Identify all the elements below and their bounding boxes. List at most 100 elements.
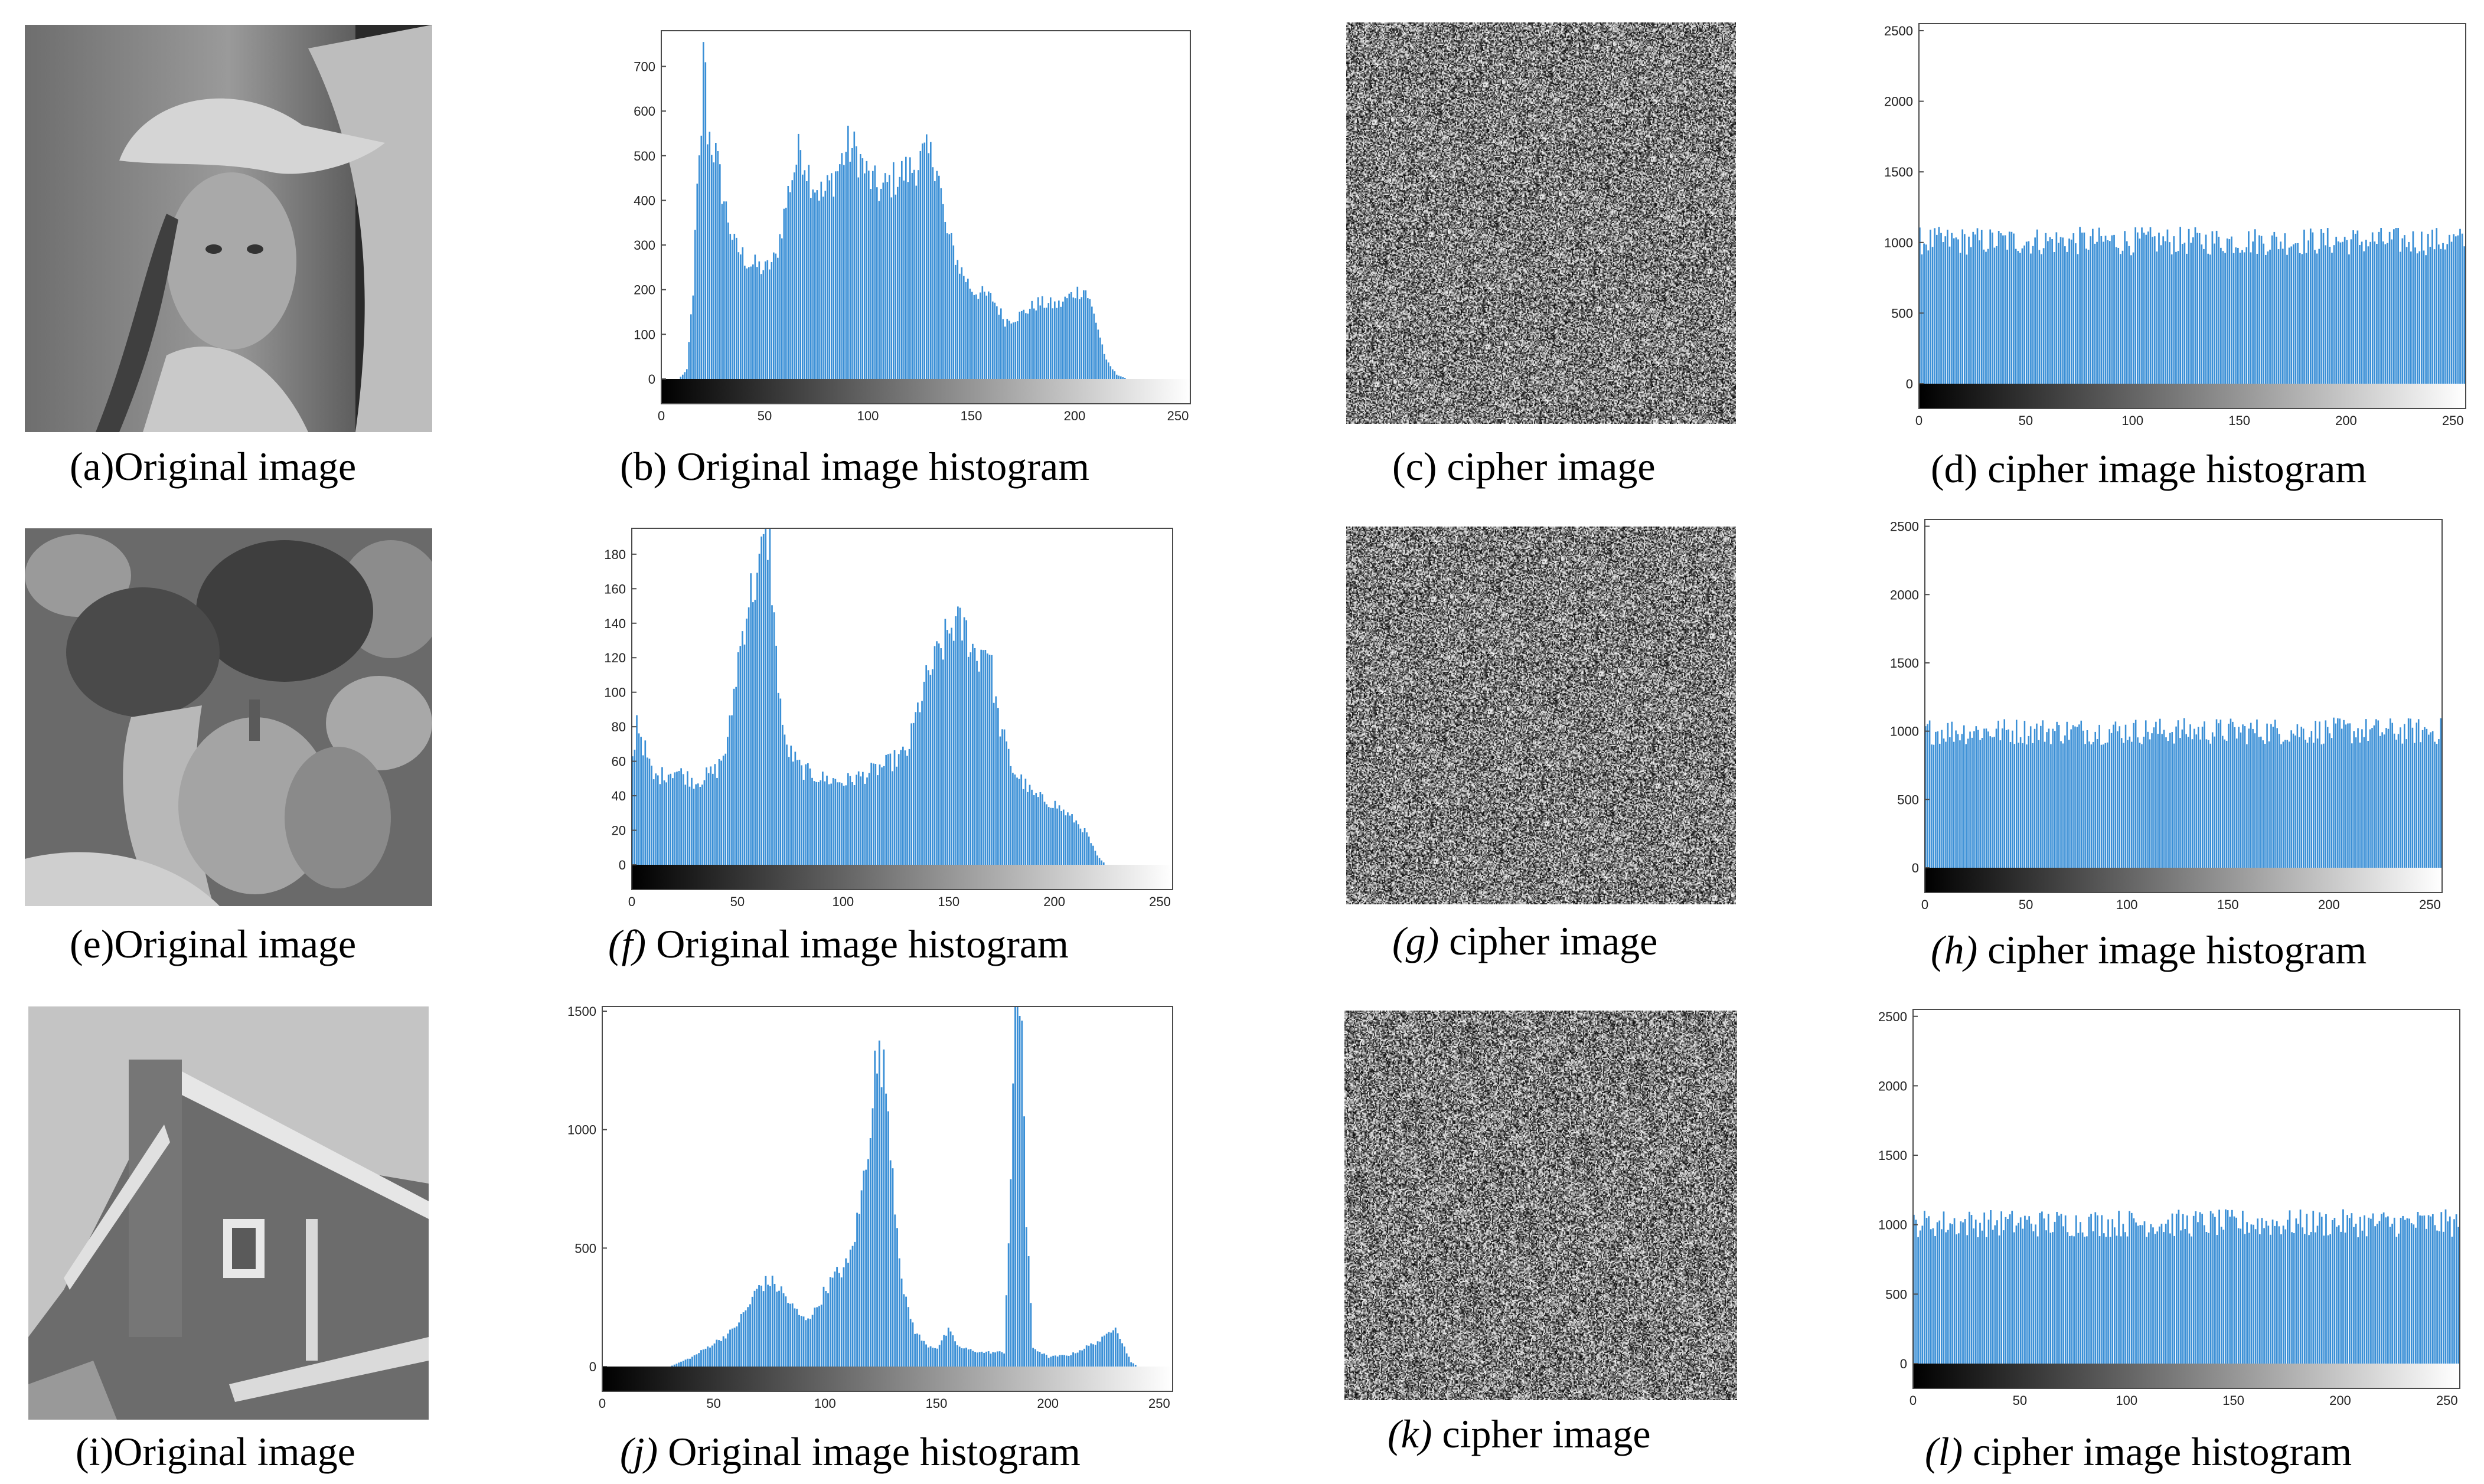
histogram-bar — [2281, 249, 2284, 384]
histogram-bar — [1112, 1330, 1114, 1367]
histogram-bar — [2157, 734, 2159, 868]
histogram-bar — [758, 1285, 760, 1367]
histogram-bar — [856, 1212, 859, 1367]
histogram-bar — [2385, 728, 2387, 868]
histogram-bar — [2413, 1224, 2415, 1364]
histogram-bar — [973, 295, 975, 379]
histogram-bar — [1105, 1333, 1108, 1367]
histogram-bar — [1022, 789, 1024, 865]
histogram-bar — [2054, 731, 2056, 868]
histogram-bar — [769, 528, 771, 865]
histogram-bar — [946, 233, 948, 379]
histogram-bar — [845, 152, 847, 379]
histogram-bar — [2081, 233, 2083, 384]
histogram-bar — [897, 187, 899, 379]
histogram-bar — [2107, 1219, 2109, 1364]
y-tick-label: 300 — [634, 238, 655, 253]
x-tick-label: 200 — [1043, 894, 1065, 909]
histogram-bar — [811, 777, 813, 865]
histogram-bar — [2302, 728, 2305, 868]
histogram-bar — [688, 342, 690, 379]
histogram-bar — [1035, 310, 1037, 379]
histogram-bar — [2440, 249, 2442, 384]
histogram-bar — [1083, 290, 1085, 379]
histogram-bar — [2100, 236, 2103, 384]
histogram-bar — [2219, 720, 2222, 868]
histogram-bar — [1122, 377, 1124, 379]
histogram-bar — [2381, 1214, 2382, 1364]
histogram-bar — [2278, 734, 2280, 868]
x-tick-label: 150 — [938, 894, 959, 909]
histogram-bar — [2415, 1227, 2417, 1364]
histogram-bar — [2222, 1230, 2225, 1364]
histogram-bar — [1985, 728, 1987, 868]
histogram-bar — [1096, 1341, 1099, 1367]
histogram-bar — [1947, 723, 1949, 868]
histogram-bar — [2056, 1211, 2058, 1364]
histogram-bar — [2034, 237, 2036, 384]
histogram-bar — [2299, 1210, 2302, 1364]
histogram-bar — [889, 1160, 892, 1367]
histogram-bar — [721, 204, 723, 379]
histogram-bar — [2124, 1232, 2126, 1364]
histogram-bar — [2024, 1215, 2026, 1364]
caption-l-text: cipher image histogram — [1973, 1429, 2352, 1474]
histogram-bar — [2270, 724, 2272, 868]
histogram-bar — [981, 1351, 983, 1367]
histogram-bar — [2058, 1215, 2060, 1364]
histogram-bar — [883, 766, 885, 865]
histogram-bar — [917, 702, 919, 865]
histogram-bar — [2115, 247, 2117, 384]
histogram-bar — [837, 171, 839, 379]
histogram-bar — [932, 167, 934, 379]
histogram-bar — [2029, 726, 2032, 868]
histogram-bar — [1027, 792, 1029, 865]
histogram-bar — [737, 652, 739, 865]
y-tick-label: 500 — [575, 1241, 596, 1256]
histogram-bar — [1104, 354, 1105, 379]
histogram-bar — [2218, 237, 2220, 384]
histogram-bar — [2388, 231, 2391, 384]
histogram-bar — [2188, 1233, 2191, 1364]
histogram-bar — [860, 1190, 863, 1367]
histogram-bar — [1949, 1223, 1951, 1364]
histogram-bar — [2153, 727, 2155, 868]
histogram-bar — [2440, 1212, 2443, 1364]
histogram-bar — [2381, 732, 2383, 868]
histogram-bar — [1068, 1355, 1070, 1367]
histogram-bar — [2126, 241, 2128, 384]
histogram-bar — [2088, 1217, 2090, 1364]
histogram-bar — [927, 1347, 929, 1367]
histogram-bar — [762, 534, 765, 865]
histogram-bar — [2248, 1233, 2250, 1364]
caption-l-prefix: (l) — [1925, 1429, 1963, 1474]
histogram-bar — [2006, 249, 2009, 384]
histogram-bar — [2410, 251, 2412, 384]
histogram-bar — [2028, 241, 2030, 384]
histogram-bar — [889, 175, 890, 379]
histogram-bar — [2410, 718, 2411, 868]
histogram-bar — [1123, 1346, 1125, 1367]
histogram-bar — [2023, 721, 2026, 868]
histogram-bar — [1992, 1230, 1994, 1364]
histogram-bar — [2370, 1218, 2372, 1364]
x-tick-label: 0 — [658, 408, 665, 423]
histogram-bar — [2335, 723, 2337, 868]
histogram-bar — [2263, 1228, 2265, 1364]
histogram-bar — [2224, 253, 2226, 384]
histogram-bar — [992, 301, 994, 379]
y-tick-label: 500 — [1885, 1287, 1907, 1302]
histogram-bar — [2414, 743, 2416, 868]
x-tick-label: 150 — [2217, 897, 2239, 912]
histogram-bar — [813, 781, 815, 865]
histogram-bar — [2333, 717, 2335, 868]
histogram-bar — [2338, 1225, 2340, 1364]
histogram-bar — [2267, 251, 2269, 384]
histogram-bar — [680, 377, 682, 379]
histogram-bar — [742, 1312, 745, 1367]
histogram-bar — [2344, 1233, 2346, 1364]
histogram-bar — [890, 197, 893, 379]
histogram-bar — [1014, 1006, 1016, 1367]
histogram-bar — [2127, 740, 2129, 868]
histogram-bar — [930, 142, 932, 379]
